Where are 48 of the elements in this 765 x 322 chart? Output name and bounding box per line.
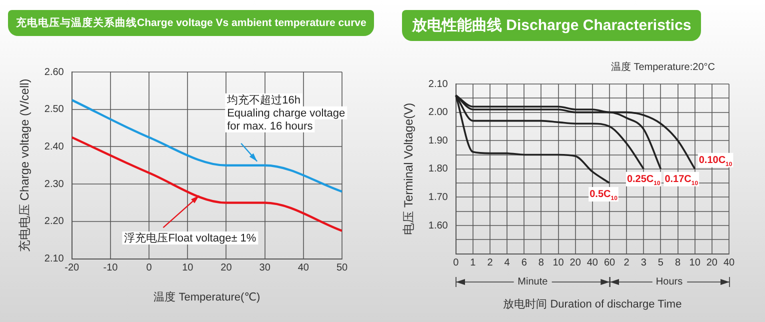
chart-title: 充电电压与温度关系曲线Charge voltage Vs ambient temperature curve [8,10,374,36]
y-tick-label: 2.00 [428,107,448,118]
chart-subtitle: 温度 Temperature:20°C [610,60,715,74]
x-tick-label: 0 [453,258,460,269]
y-tick-label: 1.80 [428,164,448,175]
x-tick-label: 8 [675,258,682,269]
y-tick-label: 2.50 [44,104,64,116]
x-tick-label: 20 [570,258,582,269]
y-tick-label: 2.40 [44,141,64,152]
y-tick-label: 2.20 [44,216,64,228]
x-tick-label: 10 [689,258,701,269]
x-tick-label: 6 [521,258,528,269]
x-tick-label: 2 [487,258,494,269]
x-tick-label: 10 [182,262,194,274]
x-tick-label: 3 [640,258,647,269]
text: Hours [656,276,683,288]
y-tick-label: 2.30 [44,178,64,190]
y-tick-label: 1.90 [428,135,448,146]
x-tick-label: -20 [64,262,80,274]
y-tick-label: 1.60 [428,220,448,232]
annotation: 浮充电压Float voltage± 1% [124,232,256,245]
x-tick-label: 0 [146,262,152,274]
y-tick-label: 2.10 [44,254,64,265]
annotation: 均充不超过16h Equaling charge voltage for max. 16 hours [226,93,346,132]
y-tick-label: 2.10 [428,78,448,90]
x-tick-label: 20 [220,262,232,274]
y-tick-label: 2.60 [44,66,64,78]
x-tick-label: 40 [298,262,310,274]
x-tick-label: 5 [658,258,664,269]
x-tick-label: 40 [586,258,598,269]
x-tick-label: 50 [336,262,348,274]
y-axis-title: 电压 Terminal Voltage(V) [402,102,416,235]
y-tick-label: 1.70 [428,192,448,203]
x-tick-label: 60 [604,258,616,269]
x-tick-label: 10 [552,258,564,269]
x-tick-label: 4 [504,258,510,269]
x-tick-label: 20 [706,258,718,269]
x-tick-label: 30 [259,262,271,274]
x-tick-label: -10 [103,262,118,274]
x-tick-label: 40 [723,258,735,269]
text: Minute [518,276,548,288]
chart-title: 放电性能曲线 Discharge Characteristics [402,10,702,41]
x-axis-title: 温度 Temperature(℃) [154,290,260,304]
x-tick-label: 8 [538,258,544,269]
y-axis-title: 充电电压 Charge voltage (V/cell) [18,78,32,252]
x-tick-label: 1 [470,258,476,269]
x-axis-title: 放电时间 Duration of discharge Time [503,297,682,310]
x-tick-label: 2 [624,258,630,269]
